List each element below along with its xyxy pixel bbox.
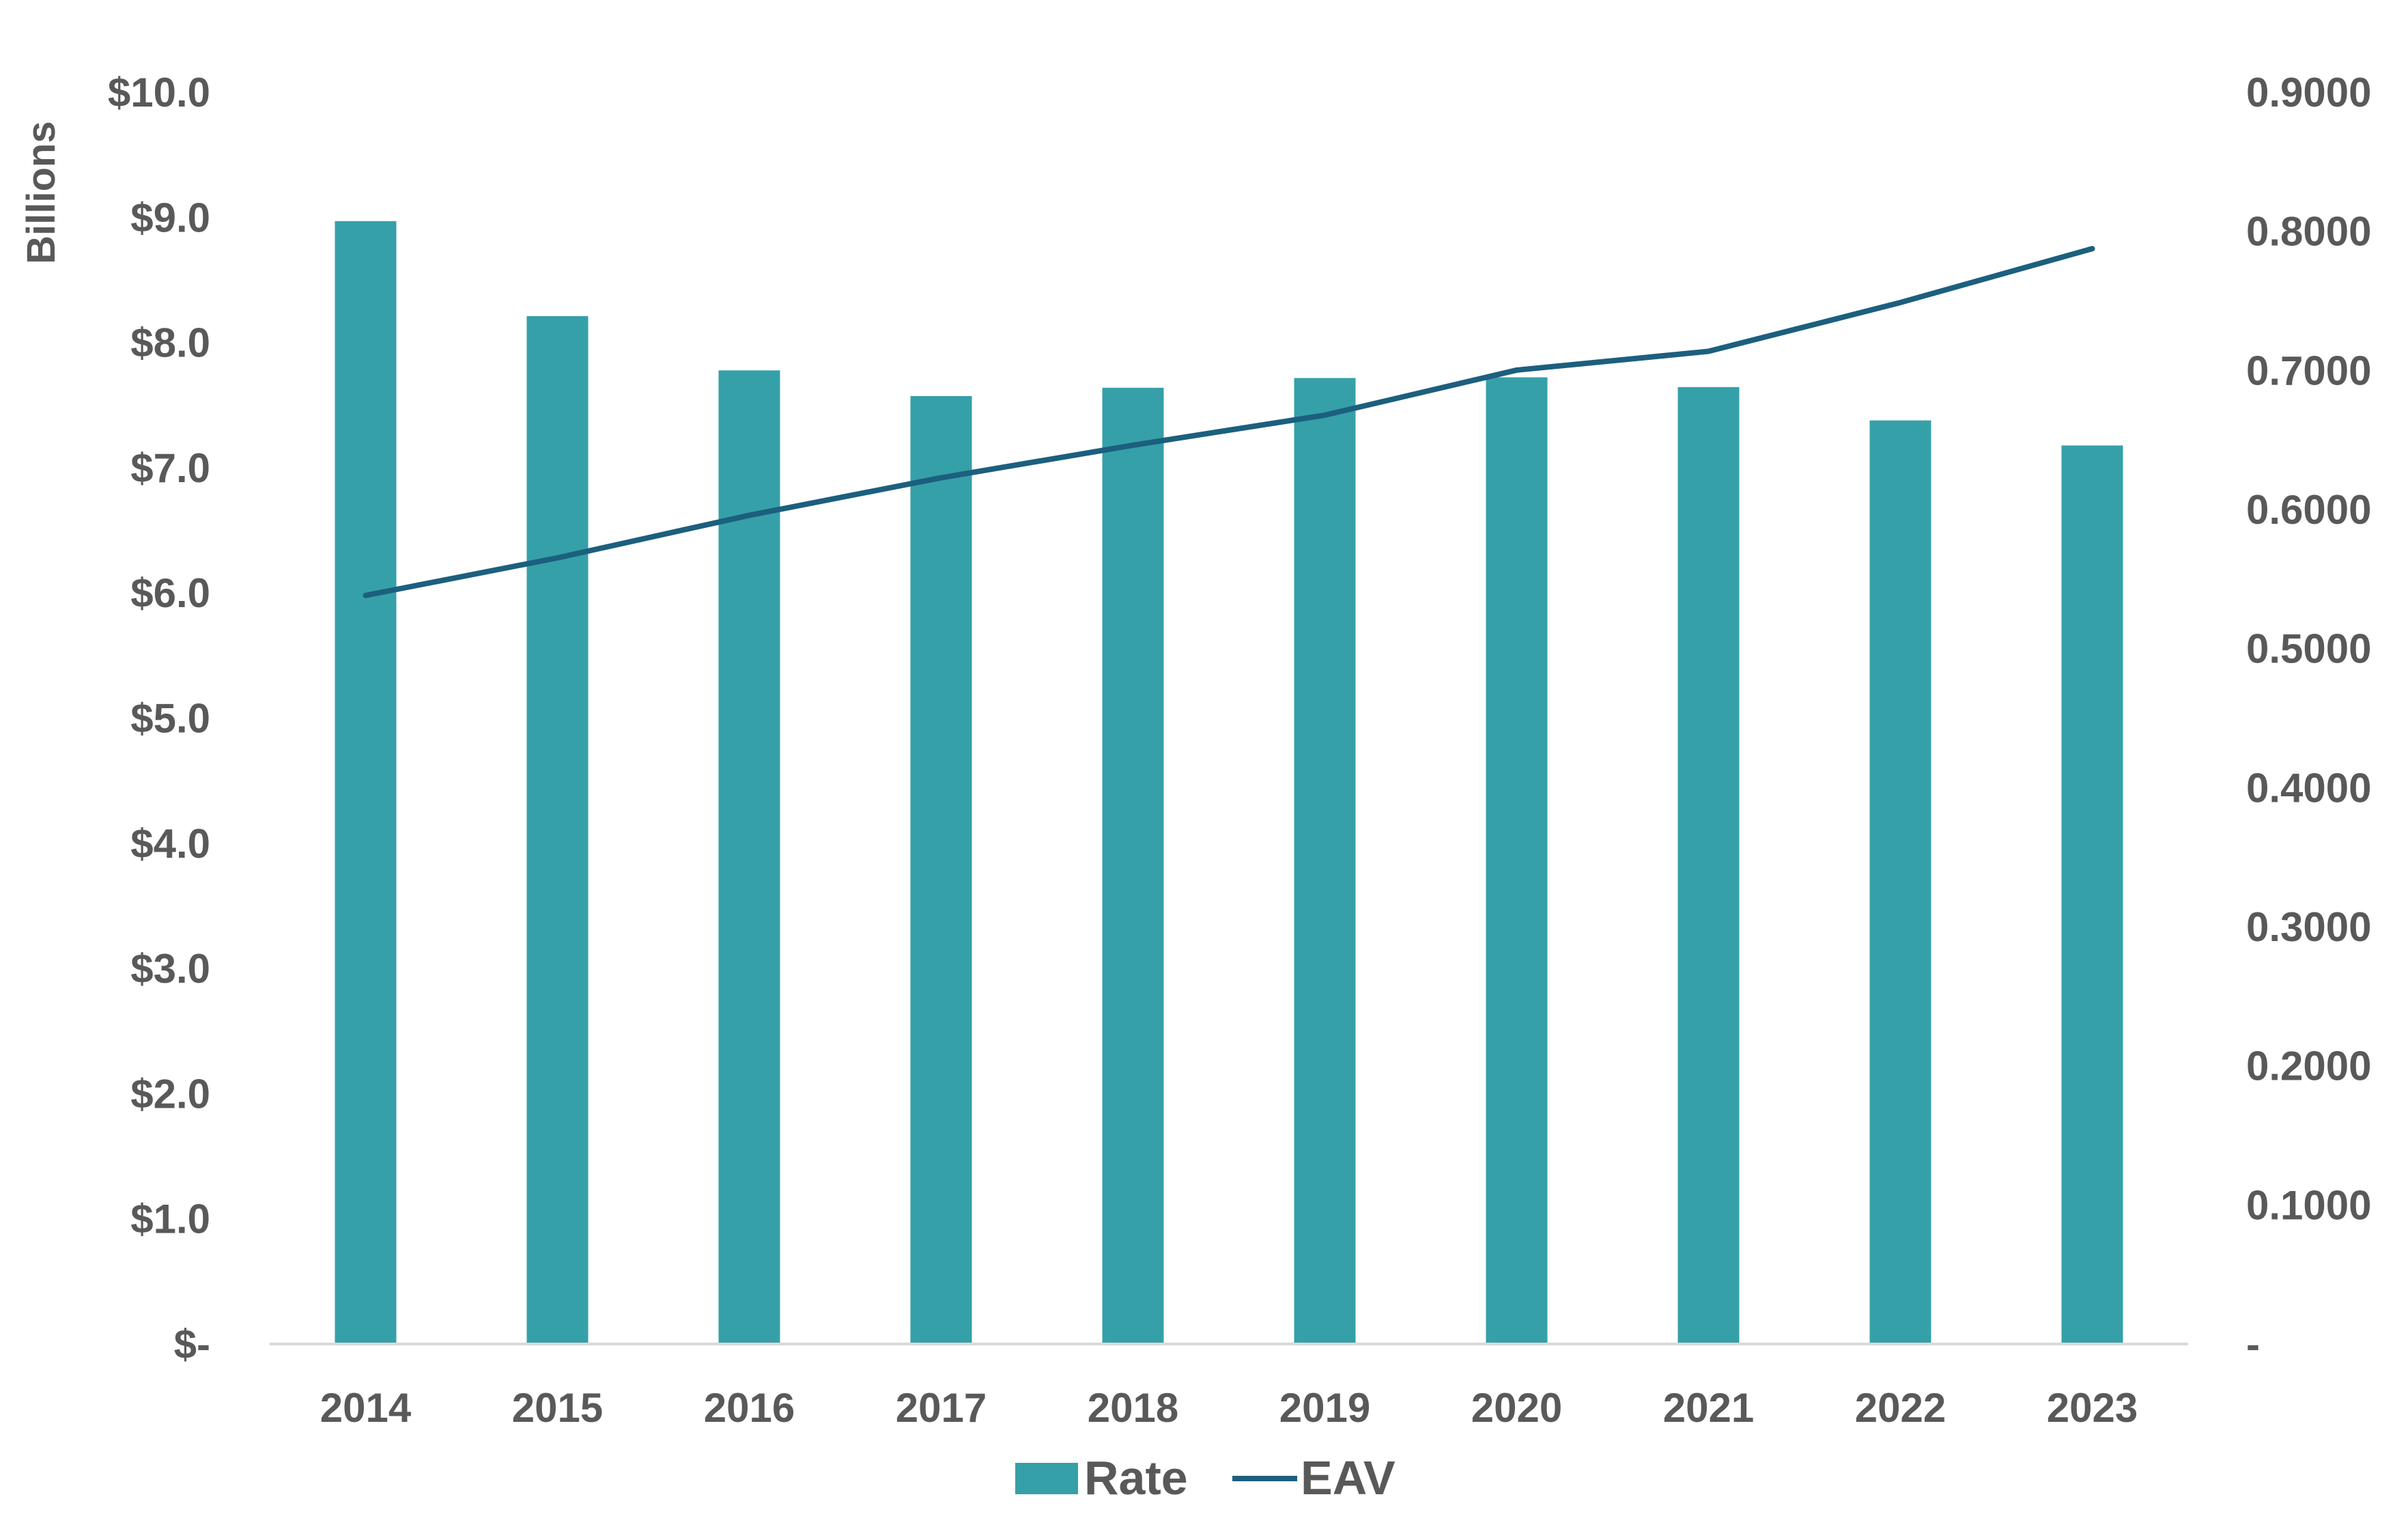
x-tick-label: 2017 [896, 1385, 987, 1431]
rate-bar [718, 370, 780, 1345]
right-tick-label: 0.9000 [2246, 70, 2372, 115]
rate-bar [2061, 445, 2123, 1344]
left-tick-label: $4.0 [130, 821, 210, 867]
rate-bar [1294, 378, 1356, 1345]
left-axis-ticks: $- $1.0 $2.0 $3.0 $4.0 $5.0 $6.0 $7.0 $8.0 $9.0 $1… [108, 70, 210, 1367]
left-tick-label: $8.0 [130, 320, 210, 366]
left-tick-label: $5.0 [130, 696, 210, 742]
legend-label-eav: EAV [1301, 1451, 1396, 1504]
left-tick-label: $- [174, 1321, 210, 1367]
right-tick-label: 0.3000 [2246, 904, 2372, 950]
x-tick-label: 2021 [1663, 1385, 1754, 1431]
right-axis-ticks: - 0.1000 0.2000 0.3000 0.4000 0.5000 0.6000 0.7… [2246, 70, 2372, 1367]
left-tick-label: $9.0 [130, 195, 210, 240]
x-tick-label: 2022 [1855, 1385, 1946, 1431]
x-tick-label: 2023 [2047, 1385, 2138, 1431]
left-tick-label: $10.0 [108, 70, 210, 115]
rate-bar [910, 396, 972, 1344]
left-tick-label: $2.0 [130, 1071, 210, 1117]
eav-line [363, 246, 2095, 598]
rate-bar [526, 316, 589, 1344]
x-axis-ticks: 2014 2015 2016 2017 2018 2019 2020 2021 2022 2023 [320, 1385, 2138, 1431]
left-tick-label: $7.0 [130, 445, 210, 491]
right-tick-label: 0.7000 [2246, 348, 2372, 393]
x-tick-label: 2016 [704, 1385, 795, 1431]
x-tick-label: 2020 [1471, 1385, 1562, 1431]
left-axis-title: Billions [19, 121, 63, 264]
right-tick-label: - [2246, 1321, 2260, 1367]
rate-bars [335, 221, 2123, 1345]
left-tick-label: $1.0 [130, 1196, 210, 1242]
legend-swatch-rate [1015, 1463, 1078, 1494]
right-tick-label: 0.4000 [2246, 765, 2372, 811]
right-tick-label: 0.6000 [2246, 487, 2372, 533]
right-tick-label: 0.5000 [2246, 626, 2372, 672]
legend-label-rate: Rate [1084, 1451, 1188, 1504]
left-tick-label: $6.0 [130, 570, 210, 616]
rate-bar [1102, 387, 1164, 1344]
left-tick-label: $3.0 [130, 946, 210, 992]
legend: Rate EAV [1015, 1451, 1396, 1504]
x-tick-label: 2015 [512, 1385, 603, 1431]
x-tick-label: 2014 [320, 1385, 412, 1431]
rate-bar [335, 221, 397, 1344]
right-tick-label: 0.8000 [2246, 209, 2372, 255]
right-tick-label: 0.1000 [2246, 1182, 2372, 1228]
rate-bar [1677, 387, 1740, 1344]
x-tick-label: 2019 [1279, 1385, 1370, 1431]
x-tick-label: 2018 [1088, 1385, 1178, 1431]
rate-bar [1869, 420, 1931, 1344]
rate-bar [1486, 377, 1548, 1345]
right-tick-label: 0.2000 [2246, 1044, 2372, 1089]
